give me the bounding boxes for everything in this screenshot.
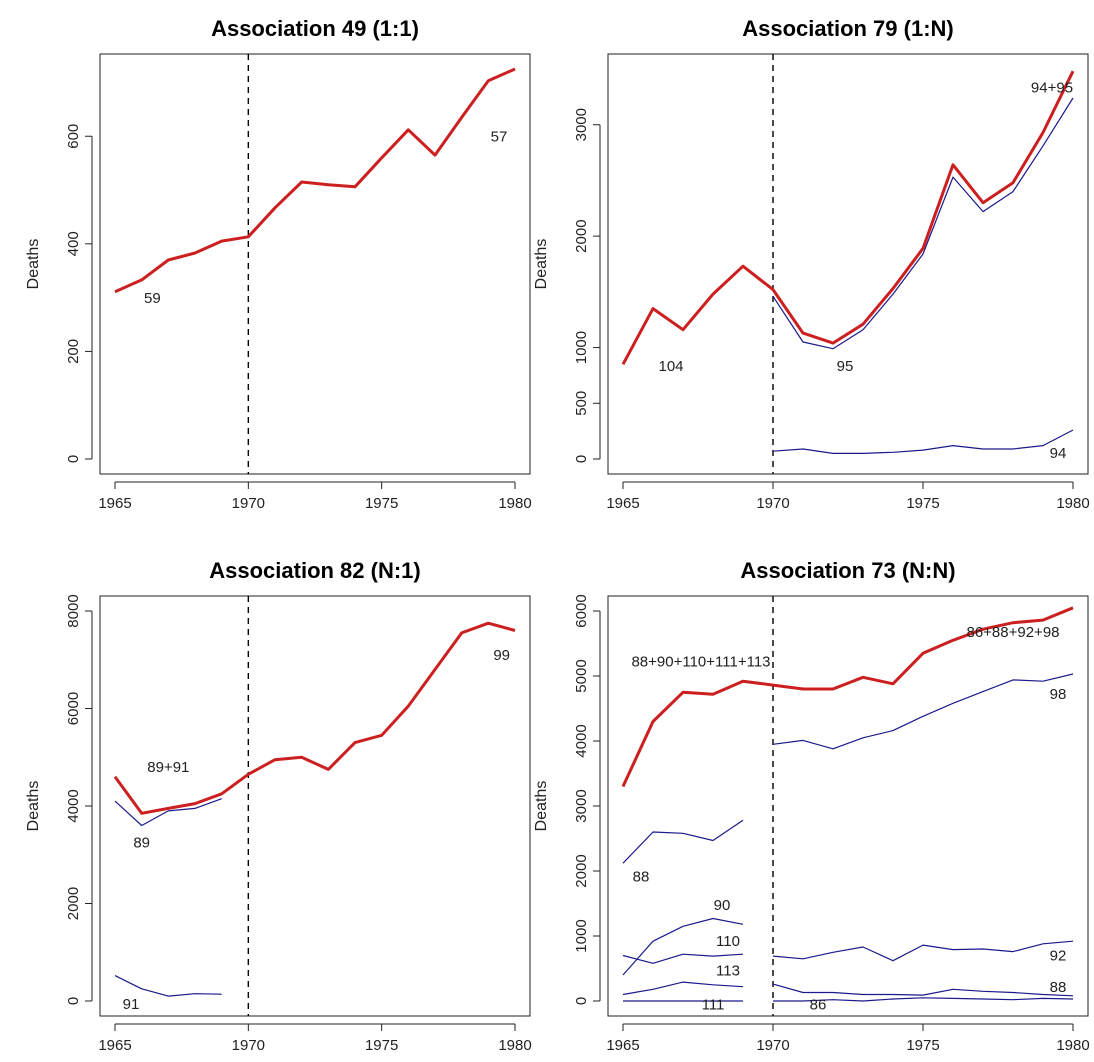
y-tick-label: 1000 <box>573 331 590 364</box>
component-series-line <box>772 429 1074 454</box>
panel-3: Association 82 (N:1) 1965 1970 1975 1980 0 200… <box>25 558 532 1054</box>
x-tick-label: 1970 <box>232 1037 265 1054</box>
total-series-line <box>621 70 1075 366</box>
y-tick-label: 8000 <box>65 594 82 627</box>
x-tick-label: 1980 <box>498 1037 531 1054</box>
series-label: 89 <box>133 834 150 851</box>
x-tick-label: 1965 <box>98 1037 131 1054</box>
panel-1: Association 49 (1:1) 1965 1970 1975 1980 0 200… <box>25 16 532 512</box>
component-series-line <box>772 983 1074 997</box>
y-tick-label: 1000 <box>573 919 590 952</box>
component-series-line <box>772 673 1074 750</box>
y-tick-label: 500 <box>573 391 590 416</box>
series-label: 91 <box>123 996 140 1013</box>
panel-4: Association 73 (N:N) 1965 1970 1975 1980 0 100… <box>533 558 1090 1054</box>
x-tick-label: 1980 <box>498 495 531 512</box>
series-label: 110 <box>716 933 740 950</box>
plot-frame <box>607 595 1089 1017</box>
y-axis-label: Deaths <box>25 781 42 832</box>
y-tick-label: 4000 <box>65 789 82 822</box>
y-tick-label: 3000 <box>573 108 590 141</box>
chart-title: Association 49 (1:1) <box>211 16 419 41</box>
series-label: 88 <box>1050 979 1067 996</box>
series-label: 92 <box>1050 948 1067 965</box>
series-label: 95 <box>837 358 854 375</box>
y-tick-label: 6000 <box>65 692 82 725</box>
y-tick-label: 0 <box>573 455 590 463</box>
component-series-line <box>773 997 1074 1002</box>
plot-frame <box>99 53 531 475</box>
series-label: 94 <box>1050 445 1067 462</box>
chart-title: Association 82 (N:1) <box>209 558 421 583</box>
x-tick-label: 1965 <box>606 495 639 512</box>
component-series-line <box>114 975 222 997</box>
y-tick-label: 2000 <box>573 219 590 252</box>
total-series-line <box>114 67 516 294</box>
y-tick-label: 2000 <box>65 887 82 920</box>
component-series-line <box>772 97 1074 350</box>
y-tick-label: 6000 <box>573 594 590 627</box>
plot-frame <box>99 595 531 1017</box>
component-series-line <box>622 981 744 996</box>
y-axis-label: Deaths <box>25 239 42 290</box>
x-tick-label: 1980 <box>1056 495 1089 512</box>
chart-title: Association 73 (N:N) <box>740 558 955 583</box>
series-label: 89+91 <box>147 759 189 776</box>
y-tick-label: 200 <box>65 339 82 364</box>
series-label: 90 <box>714 897 731 914</box>
y-tick-label: 600 <box>65 124 82 149</box>
y-tick-label: 5000 <box>573 659 590 692</box>
component-series-line <box>772 940 1074 962</box>
x-tick-label: 1970 <box>232 495 265 512</box>
y-axis-label: Deaths <box>533 239 550 290</box>
y-tick-label: 0 <box>65 455 82 463</box>
x-tick-label: 1975 <box>365 495 398 512</box>
series-label: 94+95 <box>1031 79 1073 96</box>
series-label: 113 <box>716 963 740 980</box>
x-tick-label: 1965 <box>606 1037 639 1054</box>
series-label: 57 <box>491 129 508 146</box>
component-series-line <box>114 798 222 827</box>
total-series-line <box>113 621 516 815</box>
series-label: 104 <box>658 358 683 375</box>
x-tick-label: 1975 <box>906 495 939 512</box>
chart-title: Association 79 (1:N) <box>742 16 954 41</box>
total-series-line <box>621 606 1074 788</box>
series-label: 59 <box>144 290 161 307</box>
x-tick-label: 1980 <box>1056 1037 1089 1054</box>
component-series-line <box>622 953 744 964</box>
y-tick-label: 400 <box>65 231 82 256</box>
component-series-line <box>622 819 744 864</box>
series-label: 86+88+92+98 <box>966 624 1059 641</box>
series-label: 88+90+110+111+113 <box>631 653 770 670</box>
y-tick-label: 3000 <box>573 789 590 822</box>
y-tick-label: 0 <box>65 997 82 1005</box>
series-label: 99 <box>493 647 510 664</box>
y-tick-label: 4000 <box>573 724 590 757</box>
x-tick-label: 1970 <box>756 495 789 512</box>
panel-2: Association 79 (1:N) 1965 1970 1975 1980 0 500… <box>533 16 1090 512</box>
series-label: 111 <box>702 996 725 1013</box>
y-axis-label: Deaths <box>533 781 550 832</box>
series-label: 88 <box>633 868 650 885</box>
x-tick-label: 1975 <box>365 1037 398 1054</box>
plot-frame <box>607 53 1089 475</box>
series-label: 98 <box>1050 686 1067 703</box>
component-series-line <box>622 917 744 976</box>
y-tick-label: 2000 <box>573 854 590 887</box>
y-tick-label: 0 <box>573 997 590 1005</box>
x-tick-label: 1965 <box>98 495 131 512</box>
series-label: 86 <box>810 996 827 1013</box>
x-tick-label: 1970 <box>756 1037 789 1054</box>
x-tick-label: 1975 <box>906 1037 939 1054</box>
